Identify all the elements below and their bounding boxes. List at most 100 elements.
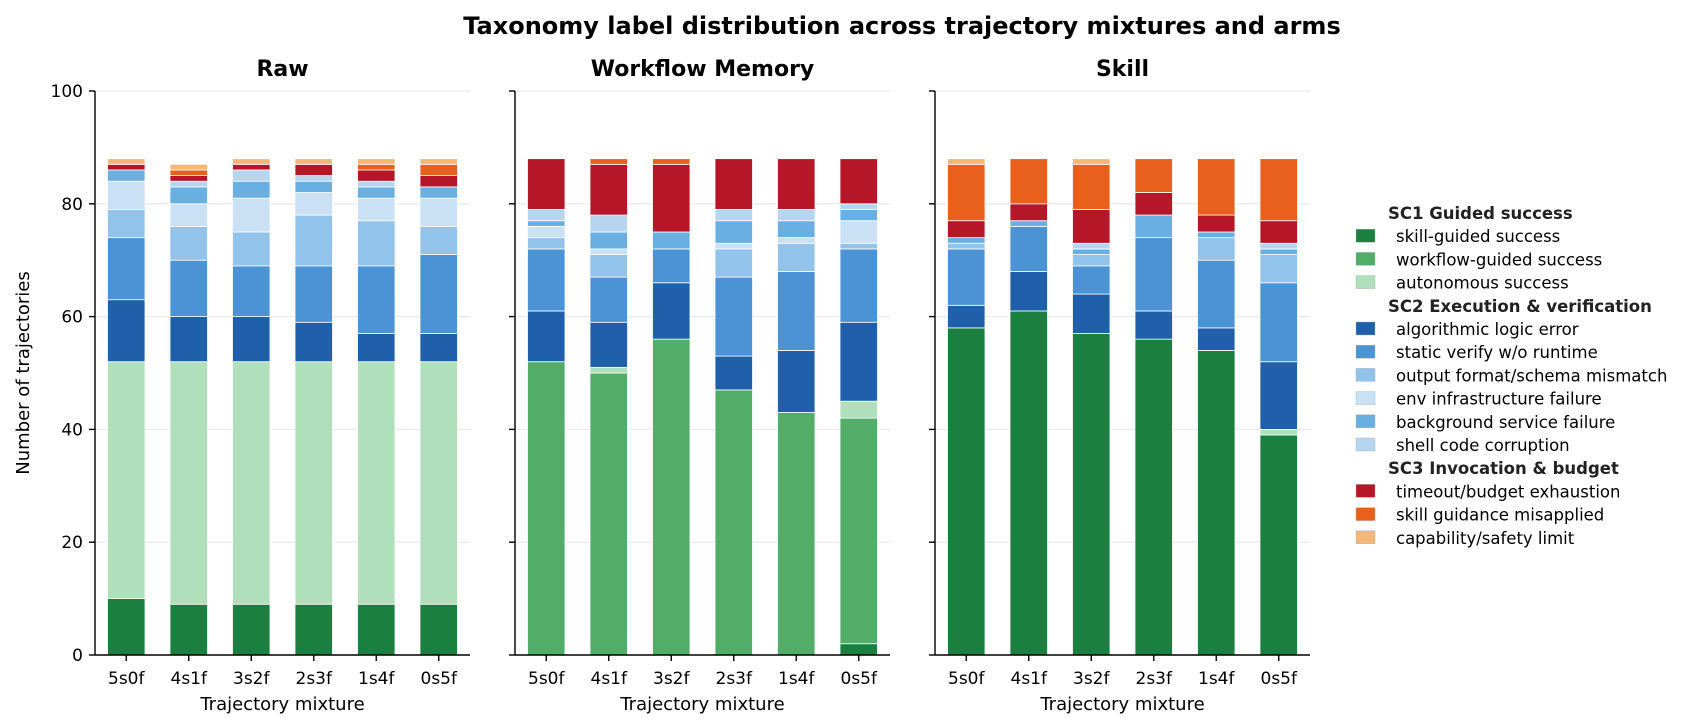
bar-segment-shell-code-corruption-2s3f — [714, 209, 753, 222]
bar-segment-skill-guided-success-5s0f — [947, 327, 986, 656]
bar-segment-workflow-guided-success-2s3f — [714, 389, 753, 656]
bar-segment-env-infrastructure-2s3f — [294, 192, 333, 216]
bar-segment-timeout-budget-2s3f — [294, 163, 333, 177]
bar-segment-background-service-3s2f — [1072, 248, 1111, 255]
panel-workflow-memory: 5s0f 4s1f 3s2f 2s3f 1s4f 0s5f Workflow Memory T… — [509, 57, 890, 715]
bar-segment-output-format-2s3f — [714, 248, 753, 278]
bar-segment-autonomous-success-2s3f — [294, 361, 333, 605]
bar-segment-output-format-4s1f — [169, 225, 208, 261]
bar-segment-skill-guided-success-2s3f — [1134, 338, 1173, 656]
bar-segment-algorithmic-logic-error-5s0f — [947, 304, 986, 329]
bar-segment-background-service-0s5f — [419, 186, 458, 199]
bar-segment-algorithmic-logic-error-0s5f — [419, 333, 458, 363]
bar-segment-autonomous-success-0s5f — [839, 400, 878, 419]
bar-segment-background-service-1s4f — [777, 220, 816, 239]
bar-segment-shell-code-corruption-4s1f — [169, 180, 208, 188]
bar-segment-timeout-budget-5s0f — [527, 158, 566, 210]
bar-segment-timeout-budget-3s2f — [232, 163, 271, 171]
bar-segment-skill-guidance-misapplied-0s5f — [419, 163, 458, 177]
bar-segment-workflow-guided-success-1s4f — [777, 412, 816, 656]
bar-segment-static-verify-1s4f — [1197, 259, 1236, 329]
bar-segment-capability-safety-1s4f — [357, 158, 396, 165]
x-tick-label: 0s5f — [1261, 669, 1298, 689]
bar-segment-static-verify-4s1f — [169, 259, 208, 318]
bar-segment-output-format-5s0f — [947, 242, 986, 250]
bar-segment-background-service-2s3f — [714, 220, 753, 244]
bar-segment-timeout-budget-2s3f — [714, 158, 753, 210]
bar-segment-timeout-budget-3s2f — [1072, 209, 1111, 244]
bar-segment-timeout-budget-0s5f — [419, 175, 458, 188]
legend-label: static verify w/o runtime — [1396, 343, 1598, 362]
bar-segment-output-format-2s3f — [294, 214, 333, 267]
bar-segment-timeout-budget-0s5f — [839, 158, 878, 205]
bar-segment-env-infrastructure-1s4f — [357, 197, 396, 222]
bar-segment-skill-guided-success-1s4f — [1197, 350, 1236, 656]
bar-segment-skill-guidance-misapplied-3s2f — [652, 158, 691, 165]
bar-segment-background-service-2s3f — [294, 180, 333, 193]
bar-segment-algorithmic-logic-error-0s5f — [1259, 361, 1298, 430]
legend-swatch-background-service — [1355, 414, 1376, 428]
x-tick-label: 5s0f — [948, 669, 985, 689]
y-tick-label: 80 — [61, 195, 83, 215]
bar-segment-skill-guidance-misapplied-0s5f — [1259, 158, 1298, 222]
bar-segment-env-infrastructure-5s0f — [527, 225, 566, 239]
bar-segment-workflow-guided-success-4s1f — [589, 372, 628, 656]
panel-raw: 5s0f 4s1f 3s2f 2s3f 1s4f 0s5f 0 20 40 60 80 100 Raw T… — [13, 57, 470, 715]
bar-segment-env-infrastructure-4s1f — [589, 248, 628, 255]
bar-segment-skill-guided-success-5s0f — [107, 598, 146, 656]
bar-segment-static-verify-0s5f — [1259, 282, 1298, 363]
legend-label: skill-guided success — [1396, 227, 1560, 246]
bar-segment-autonomous-success-4s1f — [169, 361, 208, 605]
panel-title: Workflow Memory — [591, 57, 815, 82]
legend-swatch-capability-safety — [1355, 530, 1376, 544]
x-tick-label: 1s4f — [778, 669, 815, 689]
bar-segment-output-format-0s5f — [839, 242, 878, 250]
bar-segment-skill-guidance-misapplied-1s4f — [1197, 158, 1236, 216]
bar-segment-timeout-budget-5s0f — [107, 163, 146, 171]
legend-heading: SC1 Guided success — [1388, 204, 1573, 223]
legend-heading: SC3 Invocation & budget — [1388, 459, 1619, 478]
bar-segment-static-verify-0s5f — [419, 254, 458, 334]
x-tick-label: 2s3f — [716, 669, 753, 689]
bar-segment-algorithmic-logic-error-4s1f — [589, 321, 628, 368]
bar-segment-shell-code-corruption-2s3f — [294, 175, 333, 182]
legend-label: skill guidance misapplied — [1396, 506, 1604, 525]
bar-segment-algorithmic-logic-error-2s3f — [294, 321, 333, 363]
legend-swatch-output-format — [1355, 368, 1376, 382]
bar-segment-capability-safety-0s5f — [419, 158, 458, 165]
bar-segment-capability-safety-3s2f — [232, 158, 271, 165]
bar-segment-capability-safety-4s1f — [169, 163, 208, 171]
x-tick-label: 3s2f — [1073, 669, 1110, 689]
bar-segment-output-format-5s0f — [107, 209, 146, 239]
bar-segment-background-service-4s1f — [1009, 220, 1048, 227]
legend-swatch-timeout-budget — [1355, 484, 1376, 498]
bar-segment-output-format-5s0f — [527, 237, 566, 250]
x-tick-label: 3s2f — [233, 669, 270, 689]
bar-segment-timeout-budget-4s1f — [1009, 203, 1048, 222]
bar-segment-algorithmic-logic-error-2s3f — [1134, 310, 1173, 340]
x-tick-label: 2s3f — [1136, 669, 1173, 689]
legend-label: env infrastructure failure — [1396, 390, 1602, 409]
bar-segment-workflow-guided-success-3s2f — [652, 338, 691, 656]
legend-swatch-algorithmic-logic-error — [1355, 321, 1376, 336]
bar-segment-background-service-3s2f — [652, 231, 691, 250]
legend-label: timeout/budget exhaustion — [1396, 482, 1620, 501]
bar-segment-algorithmic-logic-error-5s0f — [107, 299, 146, 363]
y-tick-label: 60 — [61, 308, 83, 328]
bar-segment-env-infrastructure-3s2f — [232, 197, 271, 233]
bar-segment-workflow-guided-success-0s5f — [839, 417, 878, 645]
bar-segment-algorithmic-logic-error-1s4f — [777, 350, 816, 413]
legend-label: shell code corruption — [1396, 436, 1570, 455]
bar-segment-algorithmic-logic-error-1s4f — [357, 333, 396, 363]
bar-segment-output-format-3s2f — [232, 231, 271, 267]
bar-segment-static-verify-5s0f — [107, 237, 146, 301]
x-tick-label: 4s1f — [1011, 669, 1048, 689]
bar-segment-env-infrastructure-2s3f — [714, 242, 753, 250]
bar-segment-static-verify-3s2f — [652, 248, 691, 284]
bar-segment-static-verify-0s5f — [839, 248, 878, 323]
bar-segment-background-service-2s3f — [1134, 214, 1173, 239]
bar-segment-timeout-budget-5s0f — [947, 220, 986, 239]
bar-segment-skill-guided-success-0s5f — [419, 603, 458, 656]
bar-segment-output-format-1s4f — [1197, 237, 1236, 261]
x-tick-label: 5s0f — [108, 669, 145, 689]
